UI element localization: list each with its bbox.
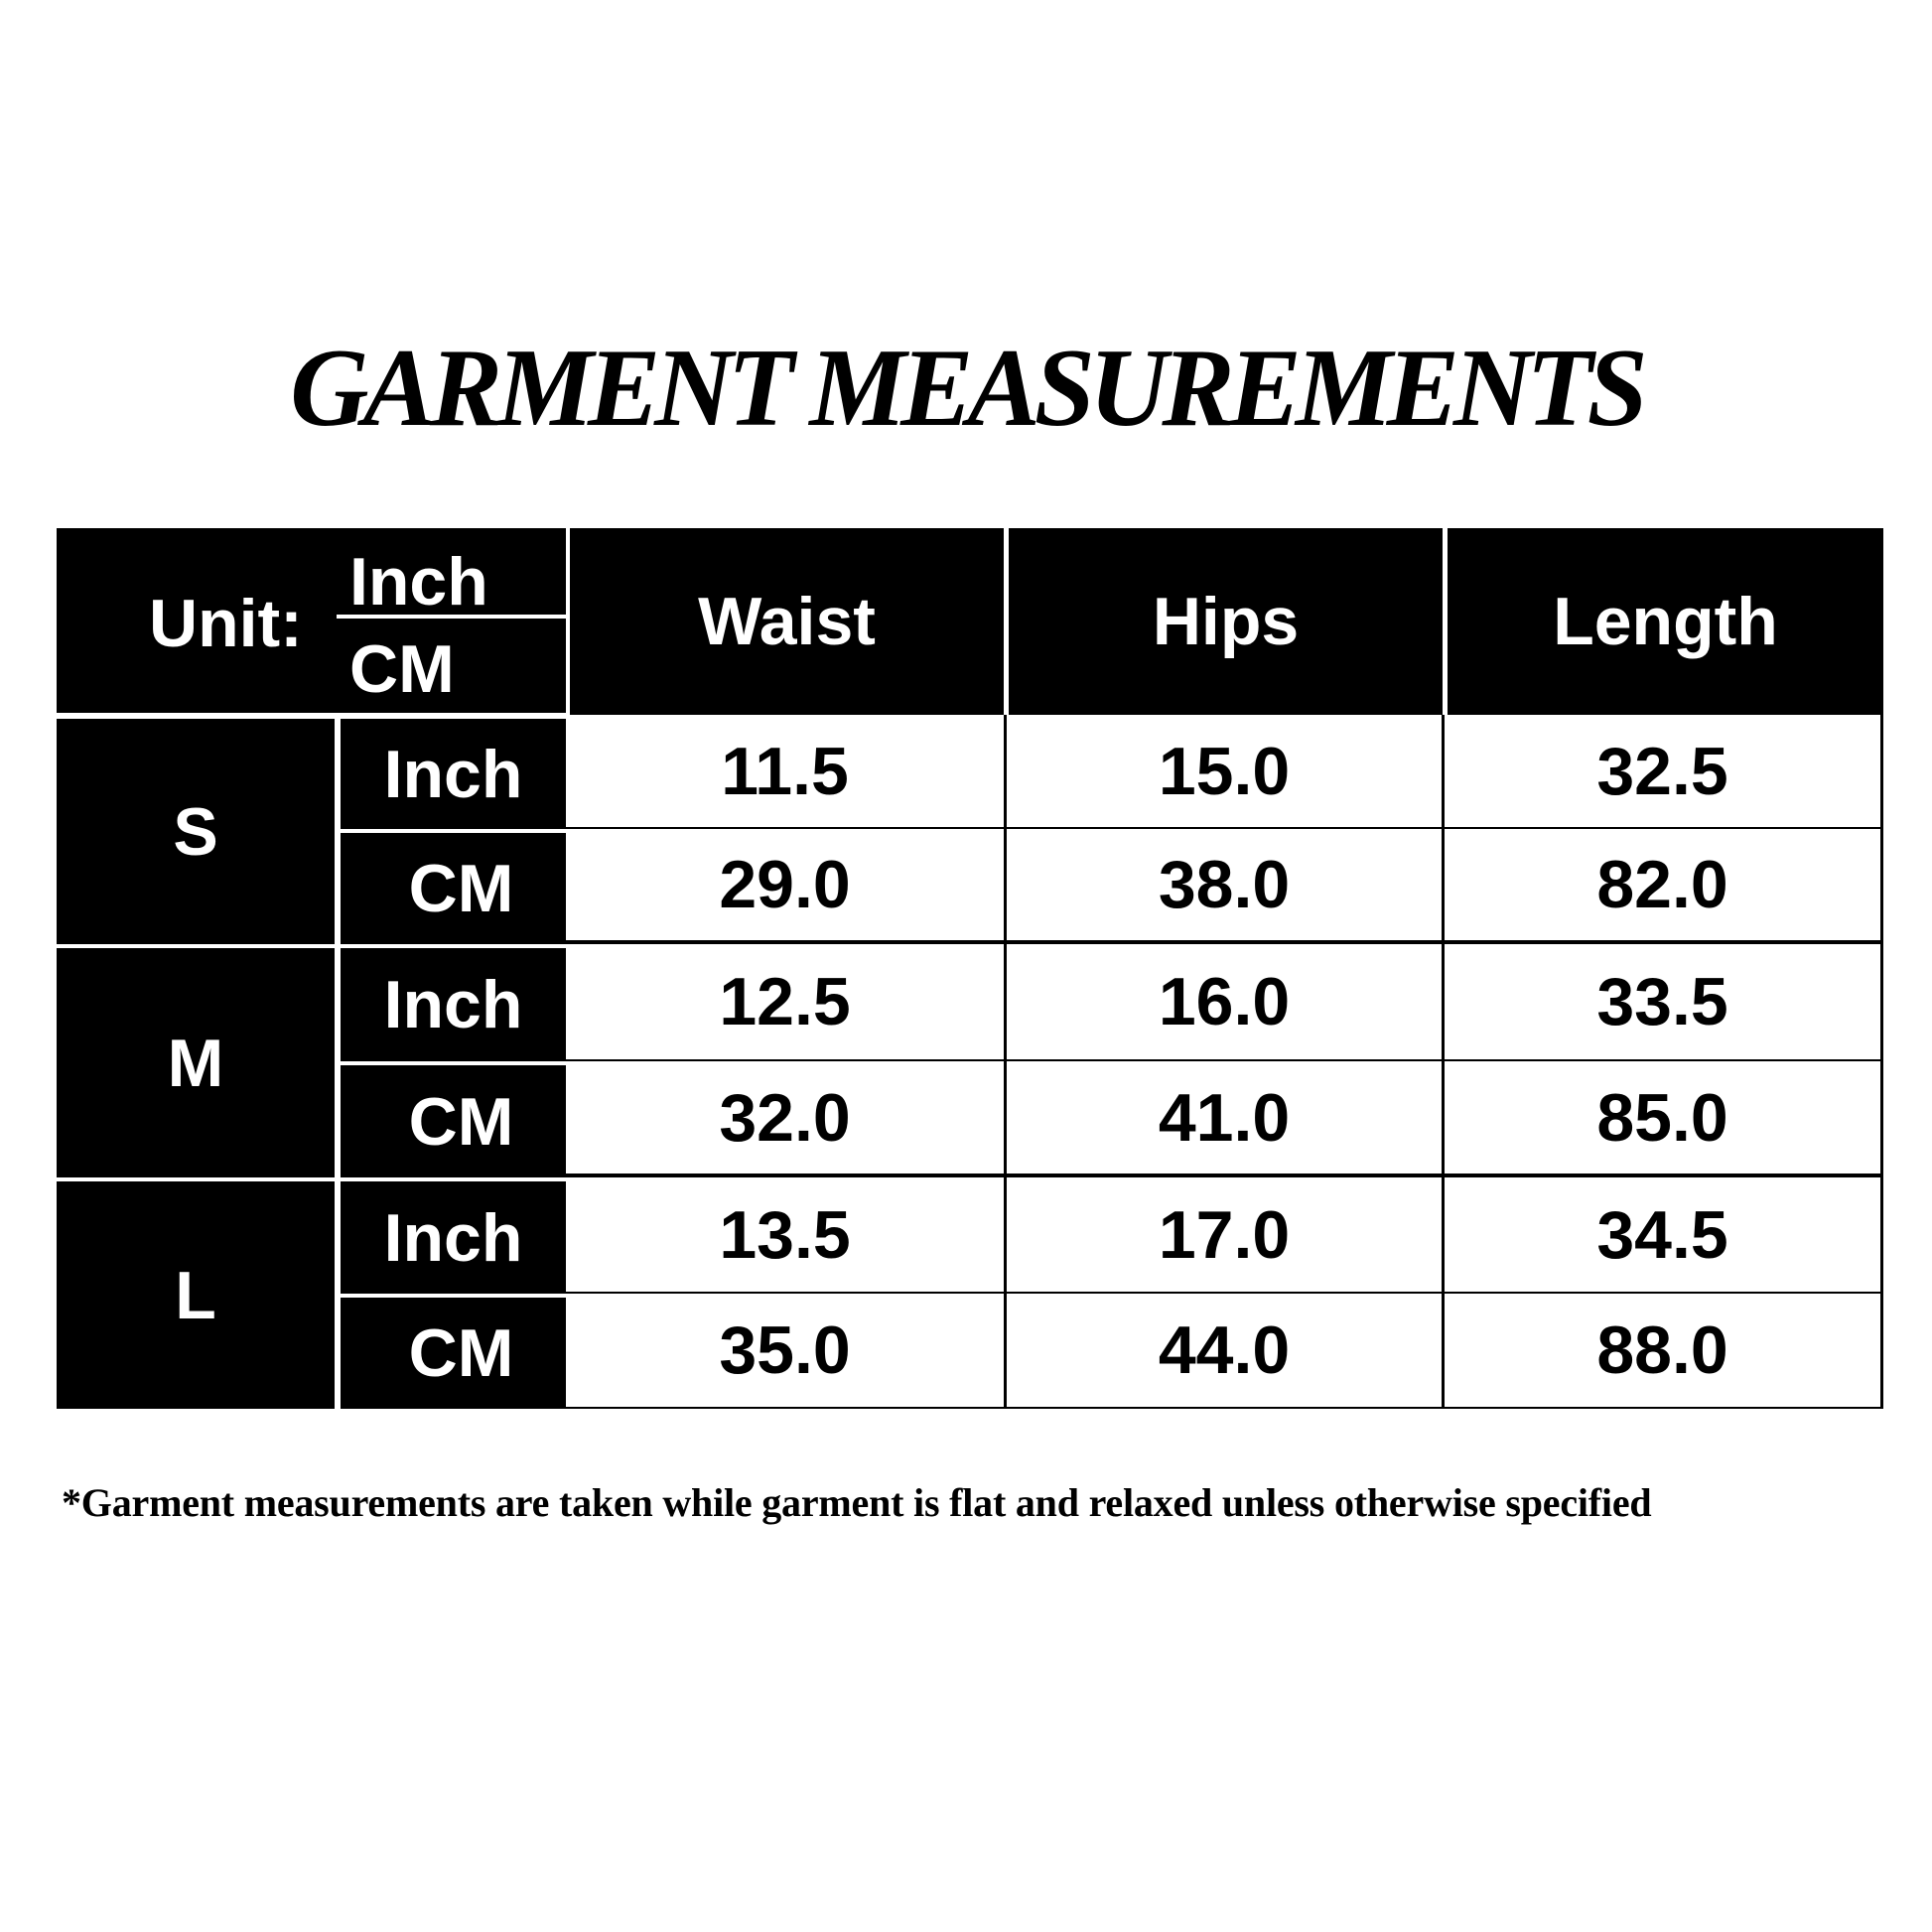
value-cell: 11.5 xyxy=(566,715,1007,829)
unit-cell: CM xyxy=(341,1298,566,1409)
value-cell: 29.0 xyxy=(566,829,1007,944)
unit-top-label: Inch xyxy=(349,544,488,620)
column-header-length: Length xyxy=(1448,528,1883,715)
value-cell: 88.0 xyxy=(1445,1294,1883,1409)
unit-label: Unit: xyxy=(149,586,303,661)
footnote: *Garment measurements are taken while ga… xyxy=(62,1480,1652,1525)
value-cell: 41.0 xyxy=(1007,1061,1445,1177)
page-title: GARMENT MEASUREMENTS xyxy=(290,327,1647,450)
size-label-m: M xyxy=(57,948,335,1177)
value-cell: 16.0 xyxy=(1007,944,1445,1061)
value-cell: 38.0 xyxy=(1007,829,1445,944)
unit-cell: Inch xyxy=(341,948,566,1061)
value-cell: 17.0 xyxy=(1007,1177,1445,1294)
unit-bottom-label: CM xyxy=(349,631,455,707)
unit-cell: CM xyxy=(341,833,566,944)
size-label-s: S xyxy=(57,719,335,944)
value-cell: 44.0 xyxy=(1007,1294,1445,1409)
value-cell: 34.5 xyxy=(1445,1177,1883,1294)
value-cell: 15.0 xyxy=(1007,715,1445,829)
value-cell: 32.0 xyxy=(566,1061,1007,1177)
value-cell: 33.5 xyxy=(1445,944,1883,1061)
column-header-hips: Hips xyxy=(1009,528,1443,715)
unit-header-cell xyxy=(57,528,566,713)
value-cell: 85.0 xyxy=(1445,1061,1883,1177)
value-cell: 35.0 xyxy=(566,1294,1007,1409)
unit-cell: Inch xyxy=(341,1181,566,1294)
value-cell: 32.5 xyxy=(1445,715,1883,829)
unit-divider xyxy=(337,615,566,619)
column-header-waist: Waist xyxy=(570,528,1004,715)
unit-cell: CM xyxy=(341,1065,566,1177)
size-label-l: L xyxy=(57,1181,335,1409)
value-cell: 13.5 xyxy=(566,1177,1007,1294)
value-cell: 82.0 xyxy=(1445,829,1883,944)
unit-cell: Inch xyxy=(341,719,566,829)
value-cell: 12.5 xyxy=(566,944,1007,1061)
